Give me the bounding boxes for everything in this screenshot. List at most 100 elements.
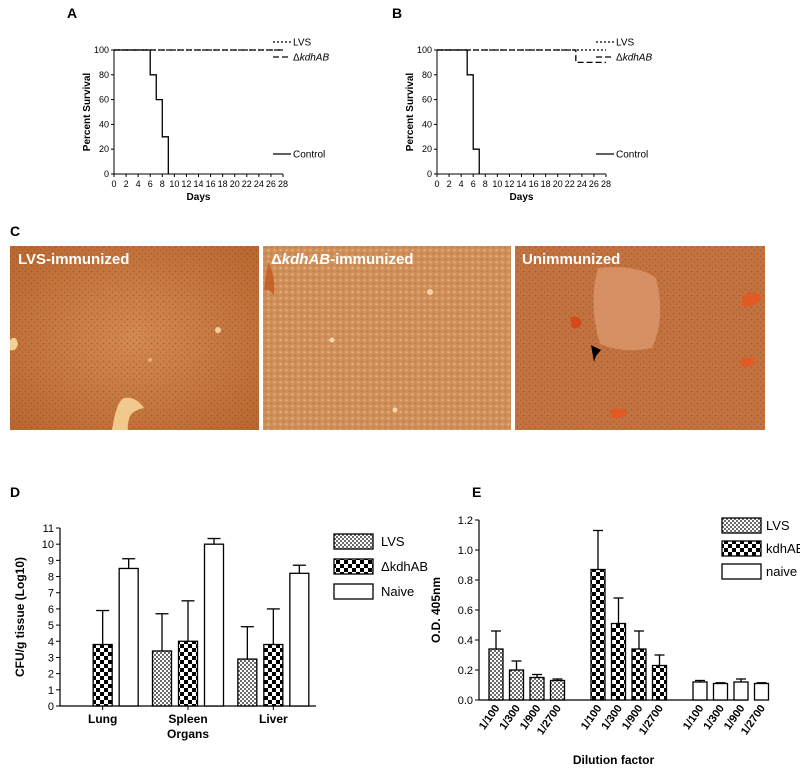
legend-swatch <box>721 563 762 580</box>
y-axis-title: O.D. 405nm <box>429 577 443 643</box>
bar <box>289 572 310 707</box>
y-tick-label: 100 <box>417 45 432 55</box>
bar <box>590 568 606 701</box>
y-tick-label: 100 <box>94 45 109 55</box>
y-tick-label: 0.8 <box>458 575 473 587</box>
x-tick-label: 24 <box>254 179 264 189</box>
y-tick-label: 60 <box>422 95 432 105</box>
legend-label: Control <box>616 150 648 161</box>
x-tick-label: 10 <box>169 179 179 189</box>
y-tick-label: 10 <box>42 539 54 551</box>
bar <box>631 648 647 701</box>
histology-panel-unimmunized: Unimmunized <box>515 246 765 430</box>
y-tick-label: 20 <box>99 144 109 154</box>
y-tick-label: 0.6 <box>458 605 473 617</box>
od-bar-chart: 0.00.20.40.60.81.01.21/1001/3001/9001/27… <box>429 515 800 767</box>
bar <box>712 682 729 701</box>
y-tick-label: 1.0 <box>458 545 473 557</box>
x-tick-label: 4 <box>136 179 141 189</box>
y-axis-title: CFU/g tissue (Log10) <box>13 557 27 677</box>
bar <box>151 650 173 707</box>
x-tick-label: 0 <box>111 179 116 189</box>
legend-label: ΔkdhAB <box>616 53 652 64</box>
y-tick-label: 6 <box>48 604 54 616</box>
x-tick-label: 2 <box>124 179 129 189</box>
series-line <box>114 49 169 174</box>
y-tick-label: 8 <box>48 572 54 584</box>
x-tick-label: 8 <box>160 179 165 189</box>
dilution-label: 1/300 <box>599 703 625 732</box>
histology-label-unimmunized: Unimmunized <box>522 251 620 268</box>
legend-delta: Δ <box>616 53 623 64</box>
legend-swatch <box>721 517 762 534</box>
x-tick-label: 24 <box>577 179 587 189</box>
x-tick-label: 18 <box>218 179 228 189</box>
dilution-label: 1/100 <box>681 703 707 732</box>
legend-label: Control <box>293 150 325 161</box>
legend-label: kdhAB <box>766 541 800 556</box>
x-tick-label: 0 <box>434 179 439 189</box>
legend-gene: kdhAB <box>300 53 330 64</box>
legend-label: ΔkdhAB <box>381 559 428 574</box>
cfu-bar-chart: 0 1 2 3 4 5 6 7 8 9 10 11 Lung Spleen Liver Organs CFU/g… <box>13 523 428 741</box>
y-tick-label: 4 <box>48 636 54 648</box>
panel-label-a: A <box>67 5 77 21</box>
bar <box>237 658 258 707</box>
x-axis-title: Dilution factor <box>573 753 655 767</box>
bar <box>92 643 113 707</box>
y-tick-label: 0 <box>427 169 432 179</box>
x-tick-label: 14 <box>193 179 203 189</box>
bar <box>118 567 139 707</box>
bar <box>753 682 770 701</box>
y-tick-label: 0.4 <box>458 635 473 647</box>
legend-delta: Δ <box>293 53 300 64</box>
y-tick-label: 7 <box>48 588 54 600</box>
y-tick-label: 80 <box>99 70 109 80</box>
y-tick-label: 80 <box>422 70 432 80</box>
legend-delta: Δ <box>381 559 390 574</box>
x-tick-label: 10 <box>492 179 502 189</box>
category-label: Liver <box>259 712 288 726</box>
y-tick-label: 20 <box>422 144 432 154</box>
x-tick-label: 6 <box>148 179 153 189</box>
x-tick-label: 20 <box>230 179 240 189</box>
bar <box>549 679 566 701</box>
y-tick-label: 0.2 <box>458 665 473 677</box>
panel-label-d: D <box>10 484 20 500</box>
x-tick-label: 8 <box>483 179 488 189</box>
x-tick-label: 28 <box>278 179 288 189</box>
x-axis-title: Days <box>187 192 211 203</box>
y-tick-label: 0 <box>48 701 54 713</box>
bar <box>529 676 545 701</box>
legend-swatch <box>721 540 762 557</box>
legend-gene: kdhAB <box>623 53 653 64</box>
panel-label-b: B <box>392 5 402 21</box>
x-tick-label: 22 <box>565 179 575 189</box>
y-tick-label: 9 <box>48 555 54 567</box>
y-tick-label: 1.2 <box>458 515 473 527</box>
arrowhead-marker <box>591 345 601 362</box>
y-tick-label: 40 <box>99 119 109 129</box>
x-tick-label: 4 <box>459 179 464 189</box>
legend-swatch <box>333 558 374 575</box>
x-tick-label: 22 <box>242 179 252 189</box>
bar <box>692 681 708 701</box>
bar <box>508 669 525 701</box>
x-tick-label: 16 <box>529 179 539 189</box>
legend-label: ΔkdhAB <box>293 53 329 64</box>
y-tick-label: 3 <box>48 652 54 664</box>
dilution-label: 1/300 <box>701 703 727 732</box>
category-label: Spleen <box>168 712 207 726</box>
y-tick-label: 60 <box>99 95 109 105</box>
y-tick-label: 1 <box>48 685 54 697</box>
bar <box>610 622 627 701</box>
x-tick-label: 12 <box>504 179 514 189</box>
x-axis-title: Days <box>510 192 534 203</box>
bar <box>263 643 284 707</box>
series-line <box>437 49 606 64</box>
bar <box>177 640 199 707</box>
legend-label: LVS <box>293 38 311 49</box>
x-tick-label: 26 <box>266 179 276 189</box>
